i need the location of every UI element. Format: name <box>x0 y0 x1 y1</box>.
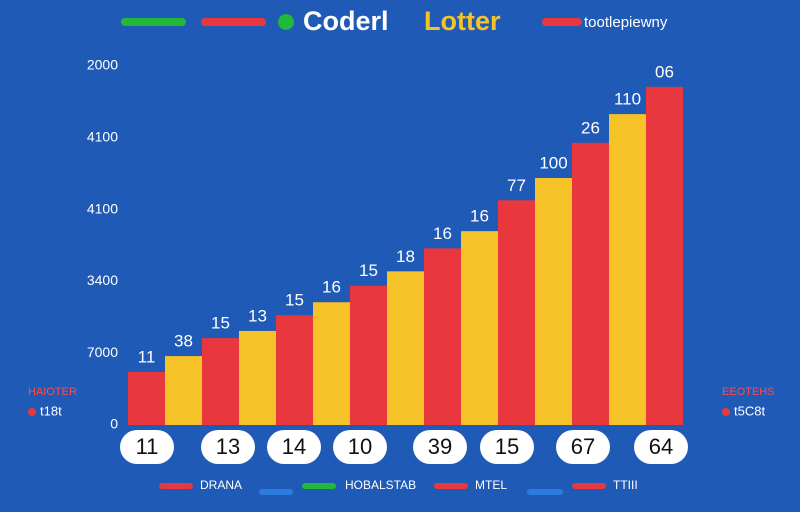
x-tick-label: 11 <box>136 434 159 459</box>
legend-dot <box>278 14 294 30</box>
bar <box>572 142 609 426</box>
bar-label: 110 <box>614 90 641 109</box>
x-label-pill <box>413 430 467 464</box>
x-tick-label: 13 <box>216 434 240 459</box>
bar <box>313 302 350 425</box>
x-tick-label: 14 <box>282 434 306 459</box>
bar-label: 15 <box>359 261 378 280</box>
bar-label: 06 <box>655 62 674 81</box>
x-label-pill <box>201 430 255 464</box>
side-note-dot <box>28 408 36 416</box>
chart-title-accent: Lotter <box>424 6 501 36</box>
side-note-dot <box>722 408 730 416</box>
x-label-pill <box>480 430 534 464</box>
bar <box>165 356 202 425</box>
legend-label: TTIII <box>613 478 638 492</box>
bar <box>239 330 276 425</box>
legend-label: DRANA <box>200 478 242 492</box>
bar-label: 100 <box>539 153 567 172</box>
bar <box>128 371 165 425</box>
bar <box>498 200 535 425</box>
bar <box>424 248 461 425</box>
bar-label: 11 <box>138 347 156 366</box>
bar-label: 16 <box>433 224 452 243</box>
bar <box>609 114 646 425</box>
bar <box>387 271 424 425</box>
bar-label: 16 <box>322 278 341 297</box>
legend-label: tootlepiewny <box>584 14 668 31</box>
x-tick-label: 39 <box>428 434 452 459</box>
y-tick-label: 4100 <box>87 129 118 145</box>
bar <box>276 315 313 425</box>
bar-label: 18 <box>396 247 415 266</box>
bar <box>202 338 239 425</box>
bar-label: 15 <box>211 314 230 333</box>
bar-label: 26 <box>581 118 600 137</box>
x-tick-label: 67 <box>571 434 595 459</box>
side-note: HAIOTER <box>28 386 77 398</box>
chart-title: Coderl <box>303 6 389 36</box>
side-note: t5C8t <box>734 403 765 418</box>
x-label-pill <box>267 430 321 464</box>
x-label-pill <box>556 430 610 464</box>
bar <box>350 285 387 425</box>
bar-label: 77 <box>507 176 526 195</box>
bar <box>461 231 498 425</box>
side-note: EEOTEHS <box>722 386 775 398</box>
x-tick-label: 15 <box>495 434 519 459</box>
y-tick-label: 7000 <box>87 344 118 360</box>
y-tick-label: 0 <box>110 416 118 432</box>
x-tick-label: 10 <box>348 434 372 459</box>
x-label-pill <box>333 430 387 464</box>
bar-label: 13 <box>248 306 267 325</box>
y-tick-label: 3400 <box>87 272 118 288</box>
y-tick-label: 4100 <box>87 200 118 216</box>
bar <box>646 86 683 426</box>
legend-label: HOBALSTAB <box>345 478 416 492</box>
legend-label: MTEL <box>475 478 507 492</box>
bar-label: 38 <box>174 332 193 351</box>
bar <box>535 178 572 425</box>
side-note: t18t <box>40 403 62 418</box>
bar-label: 15 <box>285 291 304 310</box>
bar-label: 16 <box>470 207 489 226</box>
x-label-pill <box>634 430 688 464</box>
x-tick-label: 64 <box>649 434 673 459</box>
x-label-pill <box>120 430 174 464</box>
y-tick-label: 2000 <box>87 57 118 73</box>
